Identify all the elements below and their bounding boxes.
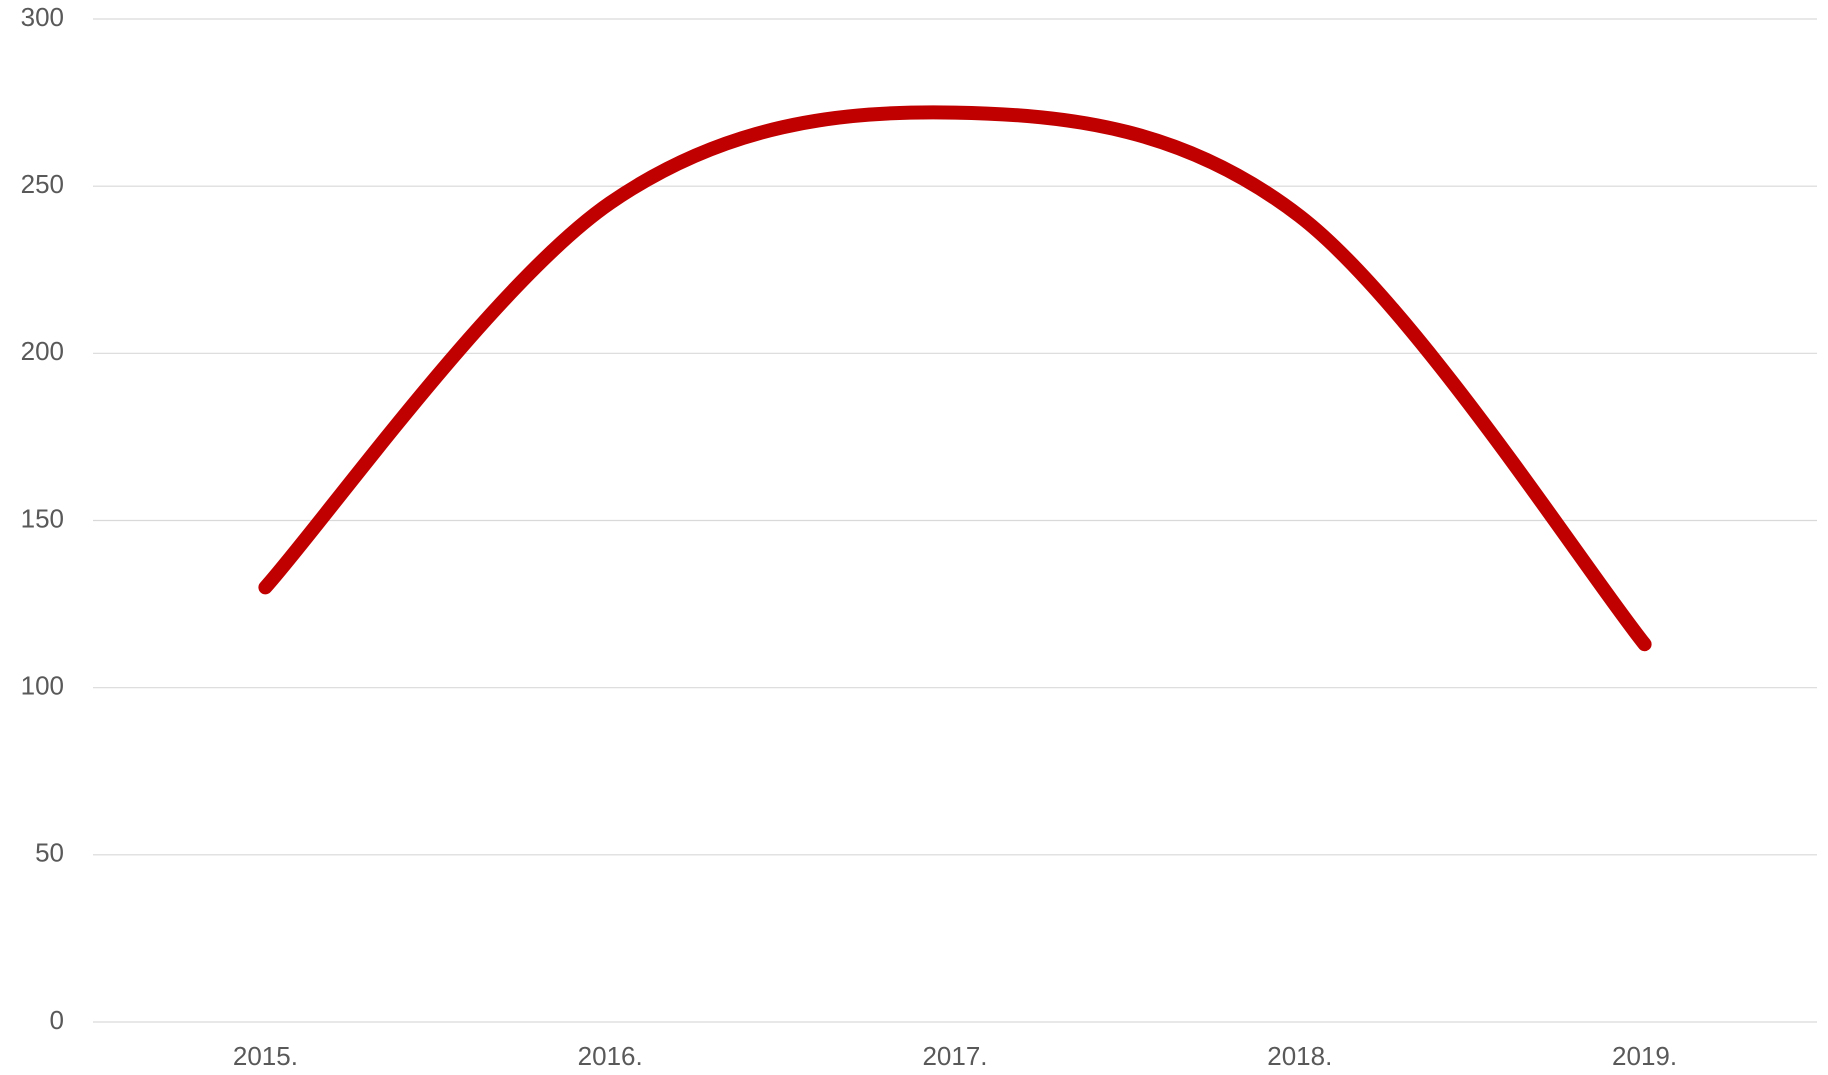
line: [258, 105, 1652, 652]
x-tick-label: 2018.: [1267, 1041, 1332, 1071]
y-tick-label: 250: [21, 169, 64, 199]
y-tick-label: 50: [35, 838, 64, 868]
x-tick-label: 2015.: [233, 1041, 298, 1071]
y-tick-label: 300: [21, 2, 64, 32]
x-tick-label: 2017.: [922, 1041, 987, 1071]
y-tick-label: 0: [50, 1005, 64, 1035]
x-tick-label: 2016.: [578, 1041, 643, 1071]
y-tick-label: 200: [21, 336, 64, 366]
y-tick-label: 100: [21, 671, 64, 701]
y-tick-label: 150: [21, 503, 64, 533]
x-tick-label: 2019.: [1612, 1041, 1677, 1071]
